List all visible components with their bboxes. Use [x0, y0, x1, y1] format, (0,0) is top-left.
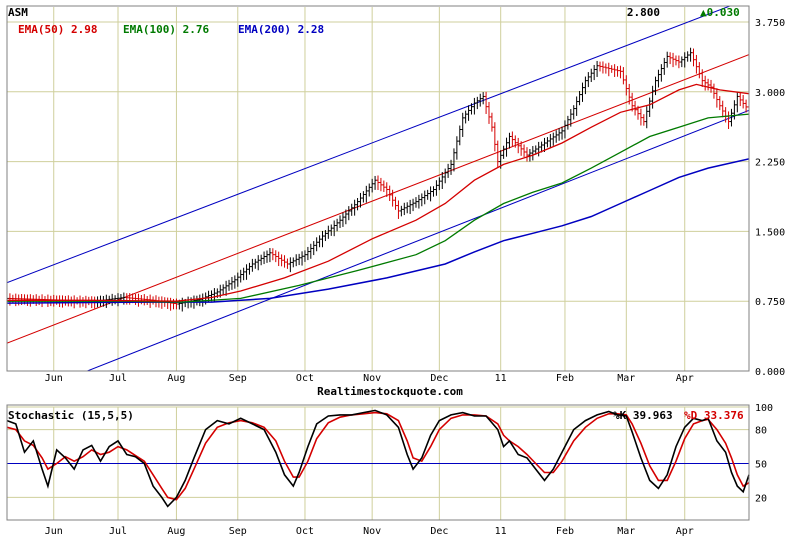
channel-lower-line — [85, 109, 749, 371]
stoch-x-tick-label: Oct — [296, 526, 314, 537]
ema100-line — [7, 113, 749, 303]
x-tick-label: Oct — [296, 373, 314, 384]
y-tick-label: 3.000 — [755, 88, 785, 99]
stoch-grid — [7, 406, 749, 520]
stoch-x-tick-label: Jun — [45, 526, 63, 537]
stoch-x-tick-label: Aug — [167, 526, 185, 537]
stoch-x-tick-label: Mar — [617, 526, 635, 537]
x-tick-label: Aug — [167, 373, 185, 384]
indicator-legend-3: EMA(200) 2.28 — [238, 23, 324, 36]
x-tick-label: 11 — [495, 373, 507, 384]
stoch-x-tick-label: 11 — [495, 526, 507, 537]
stoch-x-tick-label: Sep — [229, 526, 247, 537]
stoch-x-tick-label: Apr — [676, 526, 694, 537]
x-tick-label: Dec — [430, 373, 448, 384]
y-tick-label: 1.500 — [755, 227, 785, 238]
stoch-title: Stochastic (15,5,5) — [8, 409, 134, 422]
stoch-k-value: %K 39.963 — [613, 409, 673, 422]
stoch-k-line — [6, 409, 750, 508]
last-price: 2.800 — [627, 6, 660, 19]
stoch-y-tick-label: 50 — [755, 460, 767, 471]
y-tick-label: 2.250 — [755, 158, 785, 169]
watermark-label: Realtimestockquote.com — [317, 385, 463, 398]
channel-upper-line — [7, 6, 732, 284]
stoch-x-tick-label: Dec — [430, 526, 448, 537]
price-pane-frame — [6, 5, 750, 372]
stoch-plot — [6, 409, 750, 508]
indicator-legend-2: EMA(100) 2.76 — [123, 23, 209, 36]
x-tick-label: Mar — [617, 373, 635, 384]
x-tick-label: Jun — [45, 373, 63, 384]
change-value: ▲0.030 — [700, 6, 740, 19]
y-tick-label: 3.750 — [755, 18, 785, 29]
x-tick-label: Nov — [363, 373, 381, 384]
y-tick-label: 0.750 — [755, 297, 785, 308]
x-tick-label: Feb — [556, 373, 574, 384]
stoch-y-tick-label: 80 — [755, 426, 767, 437]
symbol-label: ASM — [8, 6, 28, 19]
stoch-pane-frame — [6, 404, 750, 521]
x-tick-label: Jul — [109, 373, 127, 384]
y-tick-label: 0.000 — [755, 367, 785, 378]
ema50-line — [7, 83, 749, 302]
ema200-line — [7, 158, 749, 304]
stoch-y-tick-label: 100 — [755, 403, 773, 414]
trend-center-line — [7, 54, 749, 344]
stoch-d-value: %D 33.376 — [684, 409, 744, 422]
stoch-x-tick-label: Nov — [363, 526, 381, 537]
stoch-y-tick-label: 20 — [755, 493, 767, 504]
stoch-x-tick-label: Feb — [556, 526, 574, 537]
price-plot — [7, 6, 749, 371]
stoch-x-tick-label: Jul — [109, 526, 127, 537]
x-tick-label: Apr — [676, 373, 694, 384]
indicator-legend-1: EMA(50) 2.98 — [18, 23, 97, 36]
x-tick-label: Sep — [229, 373, 247, 384]
price-bars — [7, 47, 749, 312]
